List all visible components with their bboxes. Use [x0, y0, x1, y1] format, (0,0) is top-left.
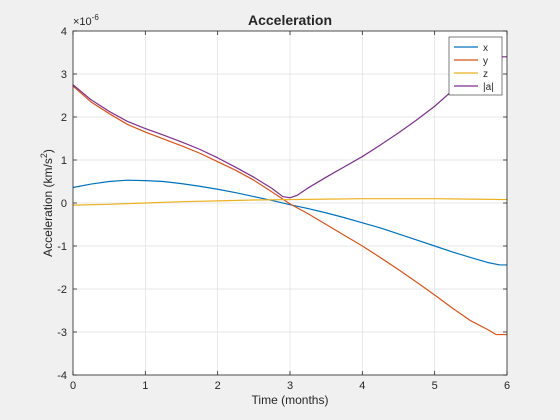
- y-axis-label: Acceleration (km/s2): [39, 149, 55, 257]
- x-tick-label: 2: [215, 380, 221, 392]
- x-tick-label: 6: [504, 380, 510, 392]
- y-axis-exponent: ×10-6: [73, 13, 99, 28]
- chart-title: Acceleration: [248, 12, 332, 28]
- legend-items: xyz |a|: [454, 43, 494, 93]
- y-tick-label: 2: [61, 112, 67, 124]
- series-line: [72, 179, 507, 266]
- y-axis-exponent-power: -6: [92, 13, 100, 22]
- y-axis-label-superscript: 2: [39, 153, 49, 158]
- y-axis-exponent-prefix: ×10: [73, 16, 92, 28]
- y-tick-label: 3: [61, 69, 67, 81]
- y-axis-label-base: Acceleration (km/s: [41, 158, 55, 257]
- y-tick-label: 4: [61, 26, 67, 38]
- x-tick-label: 3: [287, 380, 293, 392]
- legend-label: |a|: [483, 82, 494, 93]
- series-line: [72, 56, 507, 199]
- series-layer: [72, 56, 508, 336]
- y-tick-label: -3: [57, 327, 67, 339]
- series-line: [72, 198, 508, 206]
- legend-label: x: [483, 43, 488, 54]
- x-axis-label: Time (months): [252, 393, 329, 407]
- legend-label: y: [483, 56, 488, 67]
- y-tick-label: -4: [57, 370, 67, 382]
- y-tick-label: -2: [57, 284, 67, 296]
- y-axis-label-close: ): [41, 149, 55, 153]
- legend[interactable]: xyz |a|: [448, 36, 503, 96]
- y-tick-label: -1: [57, 241, 67, 253]
- y-tick-label: 0: [61, 198, 67, 210]
- x-tick-label: 1: [142, 380, 148, 392]
- y-tick-label: 1: [61, 155, 67, 167]
- x-tick-label: 0: [70, 380, 76, 392]
- series-line: [72, 85, 507, 336]
- ticks: 0 1 2 3 4 5 6 -4 -3 -2 -1 0 1 2 3 4: [57, 26, 510, 392]
- x-tick-label: 4: [359, 380, 365, 392]
- x-tick-label: 5: [432, 380, 438, 392]
- legend-label: z: [483, 69, 488, 80]
